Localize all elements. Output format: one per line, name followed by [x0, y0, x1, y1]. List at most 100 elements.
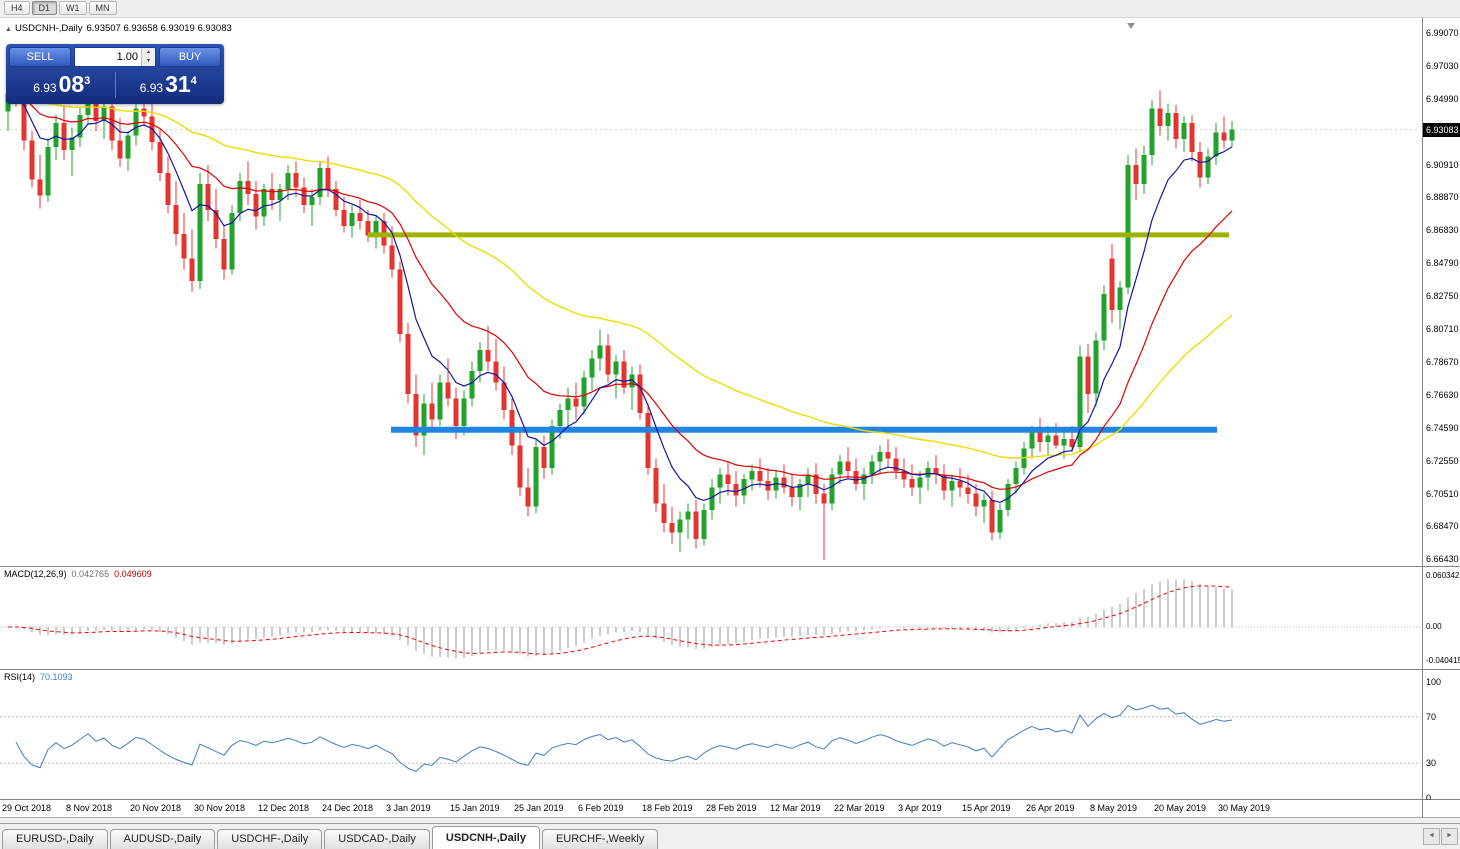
- price-tick: 6.86830: [1426, 225, 1459, 236]
- buy-button[interactable]: BUY: [159, 47, 221, 67]
- date-label: 24 Dec 2018: [322, 803, 374, 813]
- chart-tab-audusd-daily[interactable]: AUDUSD-,Daily: [109, 829, 216, 849]
- price-chart-canvas[interactable]: [0, 18, 1422, 566]
- date-label: 30 May 2019: [1218, 803, 1271, 813]
- date-label: 28 Feb 2019: [706, 803, 757, 813]
- macd-axis: 0.060342 0.00 -0.040415: [1422, 567, 1460, 669]
- ema_fast-line: [7, 93, 1233, 504]
- price-tick: 6.70510: [1426, 488, 1459, 499]
- axis-separator: [1422, 800, 1423, 817]
- price-tick: 6.68470: [1426, 521, 1459, 532]
- date-label: 29 Oct 2018: [2, 803, 52, 813]
- macd-canvas[interactable]: [0, 567, 1422, 669]
- date-label: 26 Apr 2019: [1026, 803, 1075, 813]
- rsi-axis: 100 70 30 0: [1422, 670, 1460, 803]
- macd-panel: MACD(12,26,9) 0.042765 0.049609 0.060342 0.…: [0, 567, 1460, 670]
- ema_slow-line: [7, 93, 1233, 459]
- price-tick: 6.88870: [1426, 192, 1459, 203]
- rsi-canvas[interactable]: [0, 670, 1422, 799]
- chart-symbol-header: ▲ USDCNH-,Daily 6.93507 6.93658 6.93019 6.…: [5, 23, 236, 34]
- rsi-line: [15, 704, 1233, 772]
- main-chart-panel: ▲ USDCNH-,Daily 6.93507 6.93658 6.93019 6.…: [0, 18, 1460, 567]
- sell-button[interactable]: SELL: [9, 47, 71, 67]
- chart-shift-marker-icon: [1127, 23, 1135, 29]
- date-label: 30 Nov 2018: [194, 803, 246, 813]
- date-label: 3 Jan 2019: [386, 803, 431, 813]
- date-label: 18 Feb 2019: [642, 803, 693, 813]
- rsi-panel: RSI(14) 70.1093 100 70 30 0: [0, 670, 1460, 803]
- date-label: 25 Jan 2019: [514, 803, 564, 813]
- rsi-label-row: RSI(14) 70.1093: [4, 672, 73, 682]
- ema_mid-line: [7, 93, 1233, 490]
- chart-tab-usdcnh-daily[interactable]: USDCNH-,Daily: [431, 826, 540, 849]
- macd-tick: 0.00: [1426, 622, 1442, 631]
- price-tick: 6.94990: [1426, 93, 1459, 104]
- price-tick: 6.78670: [1426, 356, 1459, 367]
- timeframe-button-w1[interactable]: W1: [59, 1, 87, 15]
- chart-tab-usdcad-daily[interactable]: USDCAD-,Daily: [324, 829, 430, 849]
- price-tick: 6.76630: [1426, 389, 1459, 400]
- date-label: 20 May 2019: [1154, 803, 1207, 813]
- price-tick: 6.66430: [1426, 554, 1459, 565]
- lot-increase-button[interactable]: ▲: [142, 48, 155, 57]
- date-label: 20 Nov 2018: [130, 803, 182, 813]
- price-divider: [114, 71, 116, 98]
- rsi-tick: 30: [1426, 758, 1437, 769]
- macd-value: 0.042765: [71, 569, 110, 579]
- date-label: 12 Dec 2018: [258, 803, 310, 813]
- rsi-tick: 0: [1426, 793, 1432, 803]
- lot-size-input[interactable]: [75, 48, 141, 66]
- chart-tab-eurusd-daily[interactable]: EURUSD-,Daily: [2, 829, 108, 849]
- buy-price-display[interactable]: 6.93 31 4: [139, 71, 197, 97]
- price-tick: 6.82750: [1426, 291, 1459, 302]
- price-tick: 6.99070: [1426, 28, 1459, 38]
- price-tick: 6.80710: [1426, 324, 1459, 335]
- macd-histogram-group: [15, 579, 1233, 659]
- price-tick: 6.84790: [1426, 258, 1459, 269]
- macd-signal-line: [8, 585, 1233, 655]
- date-label: 15 Jan 2019: [450, 803, 500, 813]
- timeframe-button-mn[interactable]: MN: [88, 1, 117, 15]
- price-tick: 6.74590: [1426, 422, 1459, 433]
- timeframe-button-h4[interactable]: H4: [4, 1, 30, 15]
- date-label: 8 May 2019: [1090, 803, 1138, 813]
- date-label: 3 Apr 2019: [898, 803, 942, 813]
- chart-tab-bar: EURUSD-,Daily AUDUSD-,Daily USDCHF-,Daily U…: [0, 823, 1460, 849]
- date-label: 8 Nov 2018: [66, 803, 113, 813]
- sell-price-display[interactable]: 6.93 08 3: [33, 71, 91, 97]
- symbol-timeframe-label: USDCNH-,Daily: [14, 23, 83, 34]
- ohlc-values: 6.93507 6.93658 6.93019 6.93083: [86, 23, 232, 34]
- macd-tick: -0.040415: [1426, 656, 1460, 666]
- rsi-value: 70.1093: [40, 672, 73, 682]
- rsi-label: RSI(14): [4, 672, 36, 682]
- tab-scroll-left[interactable]: ◄: [1423, 828, 1440, 845]
- lot-decrease-button[interactable]: ▼: [142, 57, 155, 66]
- macd-label-row: MACD(12,26,9) 0.042765 0.049609: [4, 569, 152, 579]
- price-axis[interactable]: 6.99070 6.97030 6.94990 6.90910 6.88870 6.868…: [1422, 18, 1460, 566]
- scroll-strip: [0, 817, 1460, 823]
- timeframe-button-d1[interactable]: D1: [31, 1, 58, 15]
- one-click-collapse-icon[interactable]: ▲: [5, 26, 12, 33]
- macd-tick: 0.060342: [1426, 571, 1460, 580]
- tab-scroll-right[interactable]: ►: [1441, 828, 1458, 845]
- timeframe-toolbar: H4 D1 W1 MN: [0, 0, 1460, 18]
- chart-tab-usdchf-daily[interactable]: USDCHF-,Daily: [217, 829, 323, 849]
- price-tick: 6.72550: [1426, 455, 1459, 466]
- date-label: 22 Mar 2019: [834, 803, 885, 813]
- lot-size-input-group: ▲ ▼: [74, 47, 156, 67]
- rsi-tick: 100: [1426, 677, 1442, 687]
- date-label: 15 Apr 2019: [962, 803, 1011, 813]
- chart-tab-eurchf-weekly[interactable]: EURCHF-,Weekly: [541, 829, 659, 849]
- macd-signal-value: 0.049609: [114, 569, 152, 579]
- price-tick: 6.90910: [1426, 159, 1459, 170]
- rsi-tick: 70: [1426, 711, 1437, 722]
- date-label: 12 Mar 2019: [770, 803, 821, 813]
- current-price-tag: 6.93083: [1423, 122, 1460, 137]
- date-label: 6 Feb 2019: [578, 803, 624, 813]
- candles-group: [5, 58, 1235, 560]
- time-axis[interactable]: 29 Oct 2018 8 Nov 2018 20 Nov 2018 30 Nov 2…: [0, 800, 1460, 817]
- macd-label: MACD(12,26,9): [4, 569, 67, 579]
- price-tick: 6.97030: [1426, 60, 1459, 71]
